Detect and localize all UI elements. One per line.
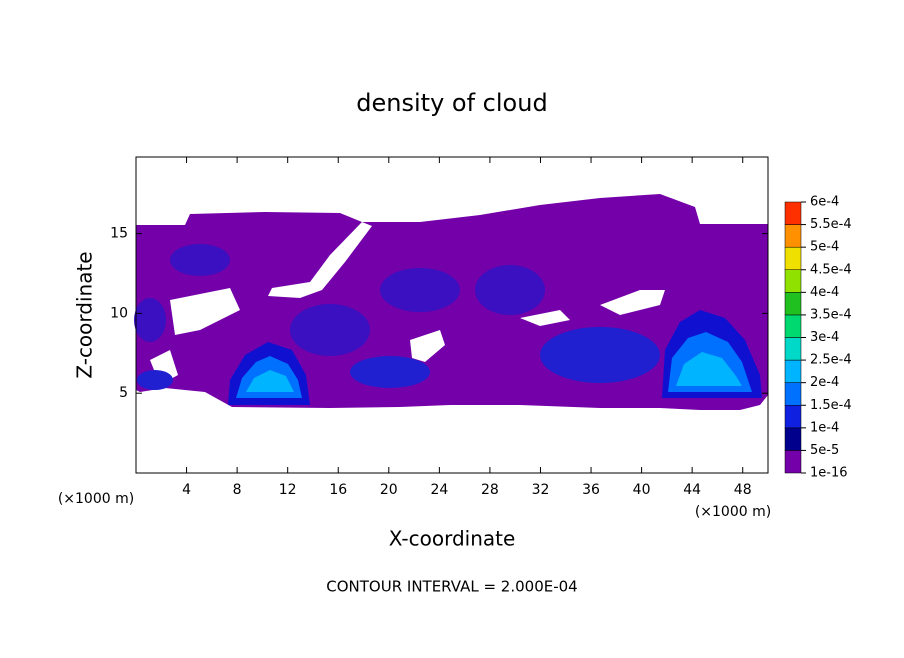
colorbar-label: 2.5e-4 (810, 353, 852, 368)
contour-gap (268, 222, 372, 298)
colorbar-label: 5.5e-4 (810, 217, 852, 232)
x-tick-label: 8 (233, 482, 242, 498)
contour-region (137, 370, 173, 390)
y-tick-label: 5 (119, 385, 128, 401)
colorbar-band (784, 450, 802, 474)
contour-region (380, 268, 460, 312)
x-tick-label: 12 (279, 482, 297, 498)
contour-region (290, 304, 370, 356)
colorbar-band (784, 337, 802, 361)
colorbar-band (784, 427, 802, 451)
x-tick-label: 28 (481, 482, 499, 498)
colorbar-label: 5e-4 (810, 240, 839, 255)
contour-region (170, 244, 230, 276)
colorbar-label: 6e-4 (810, 195, 839, 210)
chart-title: density of cloud (356, 89, 547, 117)
contour-region (350, 356, 430, 388)
x-unit-label: (×1000 m) (695, 504, 771, 520)
contour-gap (520, 310, 570, 326)
x-unit-label: (×1000 m) (58, 491, 134, 507)
y-tick-label: 15 (110, 226, 128, 242)
contour-gap (600, 290, 665, 315)
contour-region (134, 298, 166, 342)
x-tick-label: 32 (532, 482, 550, 498)
colorbar-label: 1e-16 (810, 466, 848, 481)
y-axis-label: Z-coordinate (73, 251, 97, 378)
colorbar-label: 4e-4 (810, 285, 839, 300)
colorbar-band (784, 201, 802, 225)
colorbar-label: 3.5e-4 (810, 307, 852, 322)
x-tick-label: 4 (182, 482, 191, 498)
contour-region (540, 327, 660, 383)
x-tick-label: 24 (430, 482, 448, 498)
y-tick-label: 10 (110, 305, 128, 321)
x-tick-label: 44 (683, 482, 701, 498)
colorbar-label: 3e-4 (810, 330, 839, 345)
contour-gap (170, 288, 240, 335)
x-tick-label: 16 (329, 482, 347, 498)
x-tick-label: 20 (380, 482, 398, 498)
colorbar-band (784, 224, 802, 248)
colorbar-label: 2e-4 (810, 375, 839, 390)
colorbar-band (784, 314, 802, 338)
contour-region (246, 370, 294, 392)
colorbar-band (784, 246, 802, 271)
contour-field (134, 194, 768, 410)
contour-gap (410, 330, 445, 362)
x-axis-label: X-coordinate (389, 527, 516, 551)
x-tick-label: 48 (734, 482, 752, 498)
colorbar-band (784, 359, 802, 383)
contour-note: CONTOUR INTERVAL = 2.000E-04 (326, 578, 577, 596)
colorbar-label: 1.5e-4 (810, 398, 852, 413)
colorbar-label: 5e-5 (810, 443, 839, 458)
colorbar-band (784, 382, 802, 406)
colorbar-band (784, 292, 802, 316)
colorbar-label: 4.5e-4 (810, 262, 852, 277)
plot-frame (135, 156, 769, 474)
contour-region (475, 265, 545, 315)
colorbar-band (784, 405, 802, 429)
x-tick-label: 40 (633, 482, 651, 498)
x-tick-label: 36 (582, 482, 600, 498)
colorbar-band (784, 269, 802, 293)
colorbar-label: 1e-4 (810, 420, 839, 435)
contour-region (676, 352, 742, 386)
